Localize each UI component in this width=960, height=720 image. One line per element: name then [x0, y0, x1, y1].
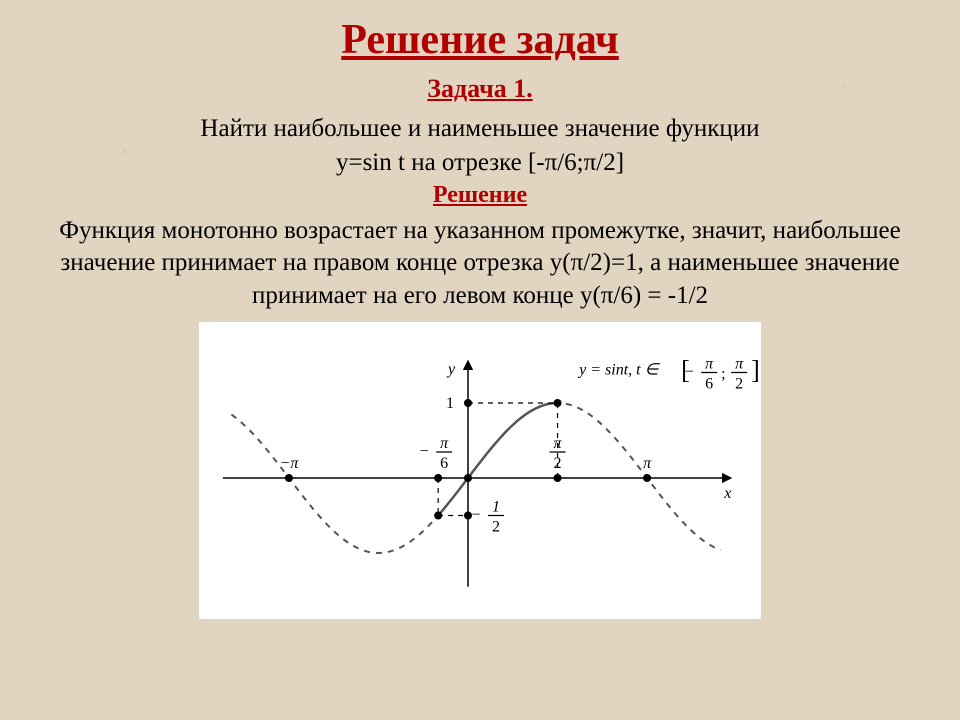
svg-text:]: ] — [751, 356, 760, 385]
solution-body: Функция монотонно возрастает на указанно… — [40, 215, 920, 313]
svg-text:−: − — [685, 364, 694, 381]
svg-text:x: x — [723, 485, 731, 502]
svg-text:6: 6 — [440, 455, 448, 472]
svg-text:2: 2 — [492, 519, 500, 536]
svg-text:−π: −π — [280, 455, 300, 472]
problem-number-text: Задача 1 — [427, 74, 526, 103]
svg-text:2: 2 — [735, 376, 743, 393]
problem-number: Задача 1. — [40, 74, 920, 104]
problem-line-1: Найти наибольшее и наименьшее значение ф… — [60, 112, 900, 146]
svg-text:y: y — [446, 361, 456, 378]
solution-heading: Решение — [40, 182, 920, 209]
svg-text:π: π — [705, 356, 714, 373]
sine-chart: xy−π−π6π2π1−12y = sint, t ∈[−π6;π2] — [200, 323, 760, 618]
problem-statement: Найти наибольшее и наименьшее значение ф… — [60, 112, 900, 180]
svg-text:6: 6 — [705, 376, 713, 393]
svg-text:y = sint, t ∈: y = sint, t ∈ — [577, 362, 660, 379]
problem-line-2: y=sin t на отрезке [-π/6;π/2] — [60, 146, 900, 180]
page-title: Решение задач — [40, 16, 920, 64]
svg-text:π: π — [440, 435, 449, 452]
svg-text:;: ; — [721, 366, 725, 383]
chart-container: xy−π−π6π2π1−12y = sint, t ∈[−π6;π2] — [199, 322, 761, 619]
svg-text:−: − — [471, 507, 480, 524]
svg-text:π: π — [554, 435, 563, 452]
svg-text:1: 1 — [492, 499, 500, 516]
svg-text:−: − — [420, 443, 429, 460]
svg-text:π: π — [735, 356, 744, 373]
problem-number-dot: . — [526, 74, 533, 103]
svg-text:1: 1 — [446, 395, 454, 412]
svg-text:2: 2 — [554, 455, 562, 472]
svg-text:π: π — [643, 455, 652, 472]
